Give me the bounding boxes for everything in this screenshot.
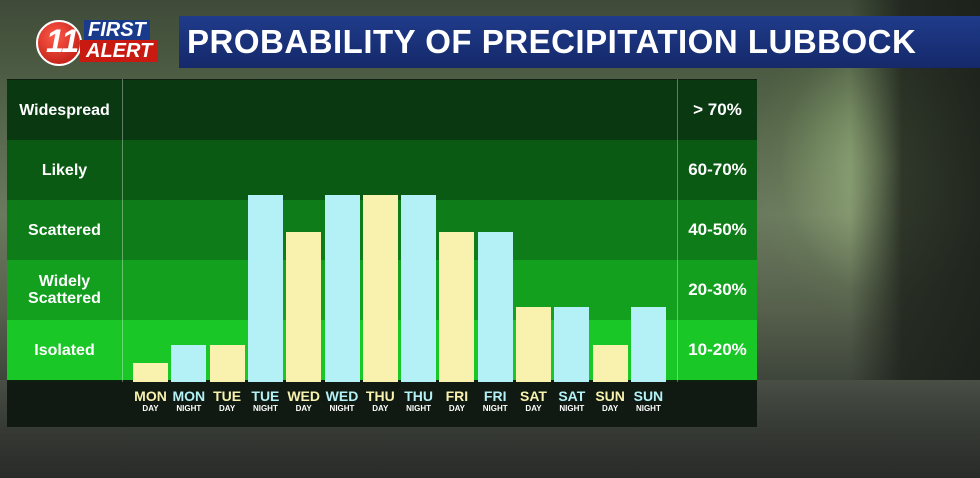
x-tick-label: MON NIGHT (170, 389, 208, 414)
bar-sun-night (630, 307, 666, 382)
x-tick-label: THU NIGHT (400, 389, 438, 414)
x-tick-part: NIGHT (482, 404, 508, 413)
x-tick-day: THU (404, 388, 433, 404)
x-tick-label: SAT DAY (515, 389, 553, 414)
x-tick-label: MON DAY (132, 389, 170, 414)
x-tick-label: FRI DAY (438, 389, 476, 414)
bar-thu-day (362, 194, 398, 382)
x-tick-part: NIGHT (176, 404, 202, 413)
bar-tue-day (209, 344, 245, 382)
x-tick-label: SUN DAY (591, 389, 629, 414)
band-label: Scattered (28, 221, 101, 239)
x-tick-label: TUE DAY (208, 389, 246, 414)
bar-sat-night (554, 307, 590, 382)
bar-wed-day (286, 232, 322, 382)
left-divider (122, 79, 123, 382)
x-tick-label: TUE NIGHT (246, 389, 284, 414)
x-tick-day: SAT (558, 388, 586, 404)
x-tick-label: FRI NIGHT (476, 389, 514, 414)
band-range: 60-70% (688, 160, 747, 179)
x-tick-label: THU DAY (361, 389, 399, 414)
band-range: 40-50% (688, 220, 747, 239)
x-tick-day: SAT (520, 388, 547, 404)
band-range: 20-30% (688, 280, 747, 299)
bar-mon-day (133, 363, 168, 382)
band-range: > 70% (693, 100, 742, 119)
band-widespread (7, 80, 757, 140)
logo-alert-text: ALERT (80, 40, 159, 62)
band-label: Widely Scattered (28, 273, 101, 307)
x-tick-part: DAY (448, 404, 465, 413)
x-tick-day: FRI (445, 388, 469, 404)
band-label: Likely (41, 161, 88, 179)
x-tick-part: DAY (525, 404, 542, 413)
bar-mon-night (171, 344, 207, 382)
x-tick-label: SUN NIGHT (629, 389, 667, 414)
bar-fri-day (439, 232, 475, 382)
precipitation-chart: Widespread Likely Scattered Widely Scatt… (7, 79, 757, 427)
band-label: Isolated (34, 341, 95, 359)
x-tick-part: NIGHT (635, 404, 661, 413)
x-tick-day: TUE (213, 388, 242, 404)
station-logo: 11 FIRST ALERT (36, 18, 166, 66)
x-tick-day: FRI (483, 388, 507, 404)
x-tick-part: NIGHT (406, 404, 432, 413)
x-tick-day: MON (172, 388, 206, 404)
x-tick-part: NIGHT (329, 404, 355, 413)
logo-number: 11 (46, 23, 80, 59)
band-likely (7, 140, 757, 200)
x-tick-day: WED (287, 388, 321, 404)
right-divider (677, 79, 678, 382)
x-tick-day: SUN (633, 388, 664, 404)
x-tick-part: DAY (219, 404, 236, 413)
x-tick-part: DAY (142, 404, 159, 413)
page-title: PROBABILITY OF PRECIPITATION LUBBOCK (187, 23, 917, 60)
x-tick-day: SUN (595, 388, 625, 404)
x-axis (7, 382, 757, 427)
x-tick-part: DAY (602, 404, 619, 413)
bar-sun-day (592, 344, 628, 382)
x-tick-day: MON (134, 388, 167, 404)
x-tick-part: DAY (372, 404, 389, 413)
x-tick-label: SAT NIGHT (553, 389, 591, 414)
x-tick-day: THU (365, 388, 395, 404)
x-tick-label: WED NIGHT (323, 389, 361, 414)
logo-first-text: FIRST (84, 20, 150, 40)
x-tick-part: NIGHT (559, 404, 585, 413)
bar-wed-night (324, 194, 360, 382)
x-tick-day: TUE (251, 388, 280, 404)
x-tick-label: WED DAY (285, 389, 323, 414)
header-banner: PROBABILITY OF PRECIPITATION LUBBOCK (179, 16, 980, 68)
band-label: Widespread (19, 101, 110, 119)
bar-sat-day (516, 307, 551, 382)
x-tick-day: WED (325, 388, 359, 404)
bar-tue-night (247, 194, 283, 382)
x-tick-part: DAY (295, 404, 312, 413)
x-tick-part: NIGHT (252, 404, 278, 413)
band-range: 10-20% (688, 340, 747, 359)
bar-fri-night (477, 232, 513, 382)
bar-thu-night (401, 194, 437, 382)
